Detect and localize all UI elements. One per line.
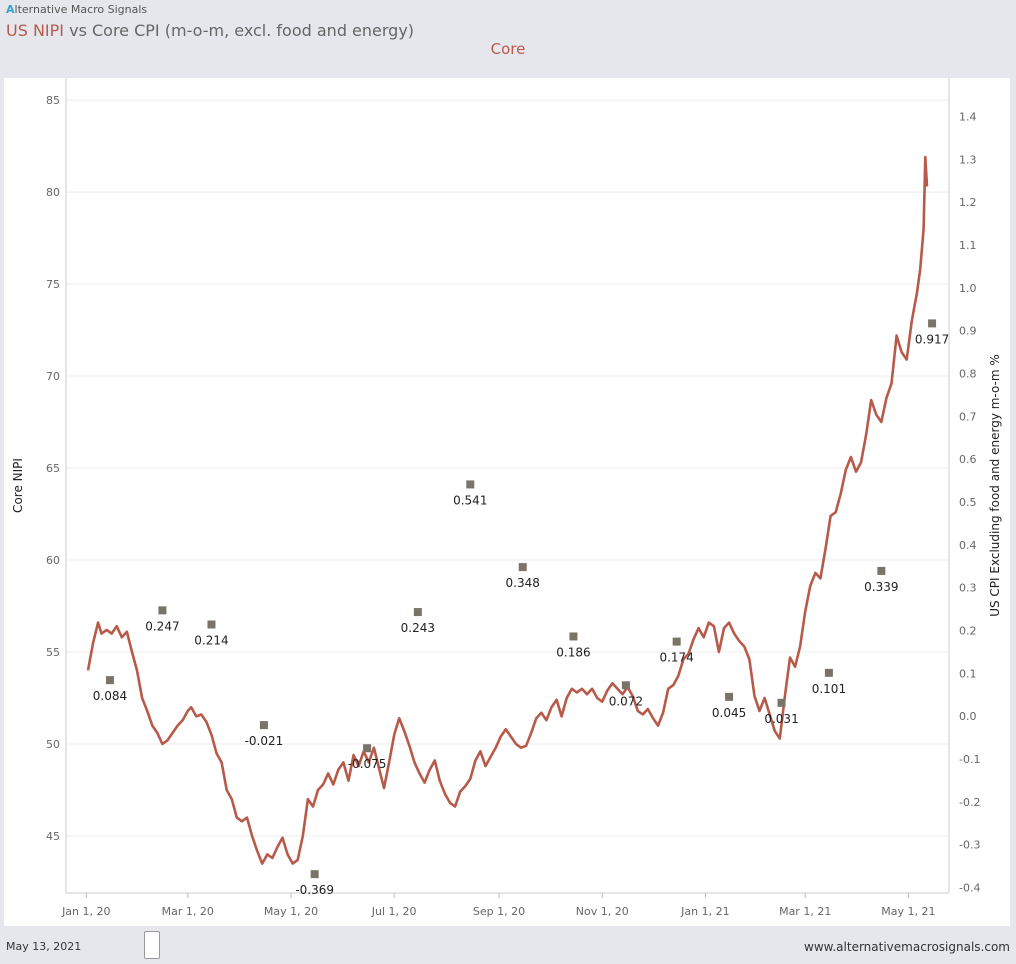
y2-tick-label: 0.1	[959, 667, 977, 680]
y2-tick-label: -0.4	[959, 881, 980, 894]
chart-svg: 45 50 55 60 65 70 75 80 85 -0.4 -0.3 -0.2 -0.1 0.0 0.1…	[11, 78, 1002, 918]
chart-title-rest: vs Core CPI (m-o-m, excl. food and energ…	[64, 21, 415, 40]
cpi-point	[259, 721, 268, 730]
cpi-point	[518, 563, 527, 572]
y2-tick-label: 0.0	[959, 710, 977, 723]
y2-tick-label: 1.2	[959, 196, 977, 209]
footer-url[interactable]: www.alternativemacrosignals.com	[804, 940, 1010, 954]
cpi-point	[466, 480, 475, 489]
cpi-point	[105, 676, 114, 685]
y2-tick-label: -0.1	[959, 753, 980, 766]
y2-tick-label: 0.2	[959, 624, 977, 637]
cpi-data-label: 0.084	[93, 689, 127, 703]
y-axis-title: Core NIPI	[11, 458, 25, 513]
cpi-data-label: 0.101	[812, 682, 846, 696]
y-tick-label: 80	[46, 186, 60, 199]
cpi-data-label: 0.045	[712, 706, 746, 720]
y-tick-label: 55	[46, 646, 60, 659]
cpi-data-label: 0.186	[556, 645, 590, 659]
cpi-data-label: 0.214	[194, 633, 228, 647]
y2-tick-label: 0.9	[959, 325, 977, 338]
x-tick-label: Jan 1, 21	[680, 905, 729, 918]
x-tick-label: Sep 1, 20	[473, 905, 525, 918]
cpi-point	[621, 681, 630, 690]
x-tick-label: May 1, 21	[881, 905, 935, 918]
cpi-point	[413, 608, 422, 617]
series-line-core-nipi	[86, 155, 929, 865]
chart-panel: 45 50 55 60 65 70 75 80 85 -0.4 -0.3 -0.2 -0.1 0.0 0.1…	[4, 78, 1010, 926]
y2-tick-label: -0.2	[959, 796, 980, 809]
y2-tick-label: 0.4	[959, 539, 977, 552]
cpi-point	[928, 319, 937, 328]
cpi-data-label: 0.072	[609, 694, 643, 708]
y2-tick-label: 0.5	[959, 496, 977, 509]
cpi-data-label: 0.348	[506, 576, 540, 590]
cpi-data-label: 0.339	[864, 580, 898, 594]
cpi-data-label: -0.075	[348, 757, 387, 771]
brand-logo: Alternative Macro Signals	[6, 3, 147, 16]
y-tick-label: 75	[46, 278, 60, 291]
cpi-data-label: -0.021	[245, 734, 284, 748]
cpi-point	[877, 566, 886, 575]
cpi-data-label: 0.917	[915, 332, 949, 346]
cpi-point	[363, 744, 372, 753]
x-tick-label: Mar 1, 21	[779, 905, 831, 918]
y-tick-label: 65	[46, 462, 60, 475]
y-tick-label: 50	[46, 738, 60, 751]
x-tick-label: May 1, 20	[264, 905, 318, 918]
cpi-point	[824, 668, 833, 677]
cpi-point	[569, 632, 578, 641]
x-tick-label: Nov 1, 20	[576, 905, 629, 918]
chart-subtitle: Core	[490, 40, 526, 58]
y2-tick-label: 1.4	[959, 111, 977, 124]
brand-logo-letter: A	[6, 3, 15, 16]
y2-tick-label: 0.3	[959, 582, 977, 595]
y-tick-label: 60	[46, 554, 60, 567]
y2-tick-label: 1.3	[959, 153, 977, 166]
timeline-scroll-handle[interactable]	[144, 931, 160, 959]
cpi-data-label: 0.541	[453, 493, 487, 507]
cpi-point	[777, 698, 786, 707]
cpi-point	[672, 637, 681, 646]
cpi-data-label: 0.031	[764, 712, 798, 726]
footer-date: May 13, 2021	[6, 940, 82, 953]
cpi-point	[207, 620, 216, 629]
x-tick-label: Jan 1, 20	[61, 905, 110, 918]
cpi-data-label: 0.247	[145, 619, 179, 633]
y-tick-label: 45	[46, 830, 60, 843]
cpi-point	[158, 606, 167, 615]
y-tick-label: 85	[46, 94, 60, 107]
cpi-point	[725, 692, 734, 701]
y-tick-label: 70	[46, 370, 60, 383]
y2-tick-label: 0.8	[959, 368, 977, 381]
y2-tick-label: 1.0	[959, 282, 977, 295]
chart-title: US NIPI vs Core CPI (m-o-m, excl. food a…	[6, 21, 414, 40]
y2-tick-label: 0.7	[959, 410, 977, 423]
cpi-data-label: 0.174	[659, 651, 693, 665]
brand-name: lternative Macro Signals	[14, 3, 148, 16]
y2-tick-label: 1.1	[959, 239, 977, 252]
cpi-data-label: -0.369	[295, 883, 334, 897]
cpi-data-label: 0.243	[401, 621, 435, 635]
cpi-point	[310, 870, 319, 879]
y2-tick-label: -0.3	[959, 839, 980, 852]
x-tick-label: Jul 1, 20	[371, 905, 417, 918]
x-tick-label: Mar 1, 20	[162, 905, 214, 918]
chart-title-highlight: US NIPI	[6, 21, 65, 40]
y2-axis-title: US CPI Excluding food and energy m-o-m %	[988, 354, 1002, 617]
y2-tick-label: 0.6	[959, 453, 977, 466]
